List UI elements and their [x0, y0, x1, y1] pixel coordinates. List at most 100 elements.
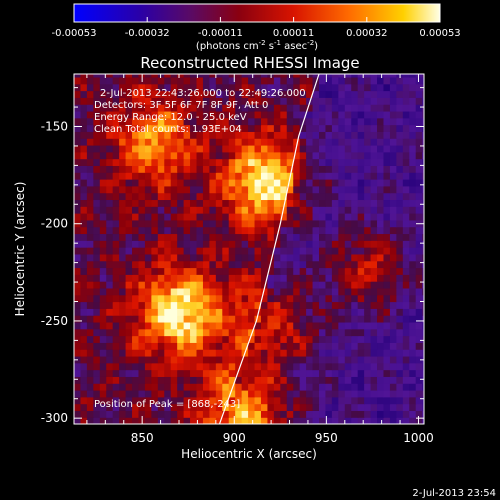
heatmap-cell	[144, 315, 152, 323]
heatmap-cell	[267, 90, 275, 98]
heatmap-cell	[325, 213, 333, 221]
heatmap-cell	[228, 165, 236, 173]
heatmap-cell	[409, 396, 417, 405]
heatmap-cell	[248, 165, 256, 173]
heatmap-cell	[312, 219, 320, 228]
heatmap-cell	[190, 383, 198, 391]
heatmap-cell	[325, 321, 333, 330]
heatmap-cell	[202, 199, 210, 207]
heatmap-cell	[170, 389, 178, 398]
heatmap-cell	[280, 179, 288, 187]
heatmap-cell	[202, 315, 210, 323]
heatmap-cell	[364, 124, 372, 132]
heatmap-cell	[74, 335, 82, 343]
heatmap-cell	[422, 321, 424, 330]
heatmap-cell	[338, 172, 346, 180]
heatmap-cell	[286, 213, 294, 221]
heatmap-cell	[228, 138, 236, 146]
heatmap-cell	[267, 253, 275, 262]
heatmap-cell	[260, 417, 269, 424]
heatmap-cell	[132, 301, 140, 309]
heatmap-cell	[396, 403, 404, 411]
heatmap-cell	[106, 90, 114, 98]
heatmap-cell	[190, 301, 198, 309]
heatmap-cell	[402, 213, 410, 221]
heatmap-cell	[209, 97, 217, 105]
heatmap-cell	[325, 83, 333, 92]
heatmap-cell	[170, 376, 178, 384]
heatmap-cell	[196, 199, 204, 207]
heatmap-cell	[312, 97, 320, 105]
heatmap-cell	[319, 321, 327, 330]
heatmap-cell	[280, 287, 288, 296]
heatmap-cell	[357, 396, 365, 405]
heatmap-cell	[209, 376, 217, 384]
heatmap-cell	[106, 199, 114, 207]
heatmap-cell	[99, 396, 107, 405]
heatmap-cell	[80, 362, 88, 371]
heatmap-cell	[344, 389, 352, 398]
heatmap-cell	[215, 389, 223, 398]
heatmap-cell	[112, 294, 120, 303]
heatmap-cell	[164, 192, 172, 201]
heatmap-cell	[286, 267, 294, 275]
heatmap-cell	[241, 97, 249, 105]
heatmap-cell	[364, 294, 372, 303]
heatmap-cell	[106, 151, 114, 160]
heatmap-cell	[280, 281, 288, 289]
heatmap-cell	[125, 233, 133, 241]
heatmap-cell	[170, 403, 178, 411]
heatmap-cell	[190, 206, 198, 214]
heatmap-cell	[112, 124, 120, 132]
heatmap-cell	[383, 158, 391, 166]
heatmap-cell	[383, 233, 391, 241]
heatmap-cell	[260, 267, 269, 275]
heatmap-cell	[228, 74, 236, 78]
heatmap-cell	[312, 165, 320, 173]
heatmap-cell	[286, 349, 294, 357]
heatmap-cell	[138, 110, 146, 119]
heatmap-cell	[228, 410, 236, 418]
heatmap-cell	[377, 253, 385, 262]
heatmap-cell	[80, 403, 88, 411]
heatmap-cell	[293, 247, 301, 255]
heatmap-cell	[99, 362, 107, 371]
heatmap-cell	[215, 355, 223, 364]
heatmap-cell	[235, 117, 243, 126]
heatmap-cell	[228, 185, 236, 194]
heatmap-cell	[235, 281, 243, 289]
heatmap-cell	[260, 158, 269, 166]
heatmap-cell	[248, 376, 256, 384]
heatmap-cell	[280, 117, 288, 126]
heatmap-cell	[157, 403, 165, 411]
heatmap-cell	[138, 342, 146, 350]
heatmap-cell	[209, 83, 217, 92]
heatmap-cell	[196, 110, 204, 119]
heatmap-cell	[415, 253, 423, 262]
heatmap-cell	[202, 144, 210, 153]
heatmap-cell	[402, 315, 410, 323]
heatmap-cell	[280, 138, 288, 146]
heatmap-cell	[286, 192, 294, 201]
heatmap-cell	[377, 403, 385, 411]
heatmap-cell	[383, 383, 391, 391]
heatmap-cell	[331, 362, 339, 371]
heatmap-cell	[119, 321, 127, 330]
heatmap-cell	[312, 294, 320, 303]
heatmap-cell	[319, 219, 327, 228]
heatmap-cell	[402, 226, 410, 235]
heatmap-cell	[138, 369, 146, 377]
heatmap-cell	[177, 206, 185, 214]
heatmap-cell	[286, 240, 294, 248]
heatmap-cell	[286, 90, 294, 98]
heatmap-cell	[86, 369, 94, 377]
heatmap-cell	[280, 383, 288, 391]
heatmap-cell	[222, 219, 230, 228]
heatmap-cell	[293, 403, 301, 411]
heatmap-cell	[306, 267, 314, 275]
heatmap-cell	[151, 144, 159, 153]
heatmap-cell	[286, 76, 294, 85]
heatmap-cell	[183, 117, 191, 126]
heatmap-cell	[132, 383, 140, 391]
heatmap-cell	[170, 219, 178, 228]
